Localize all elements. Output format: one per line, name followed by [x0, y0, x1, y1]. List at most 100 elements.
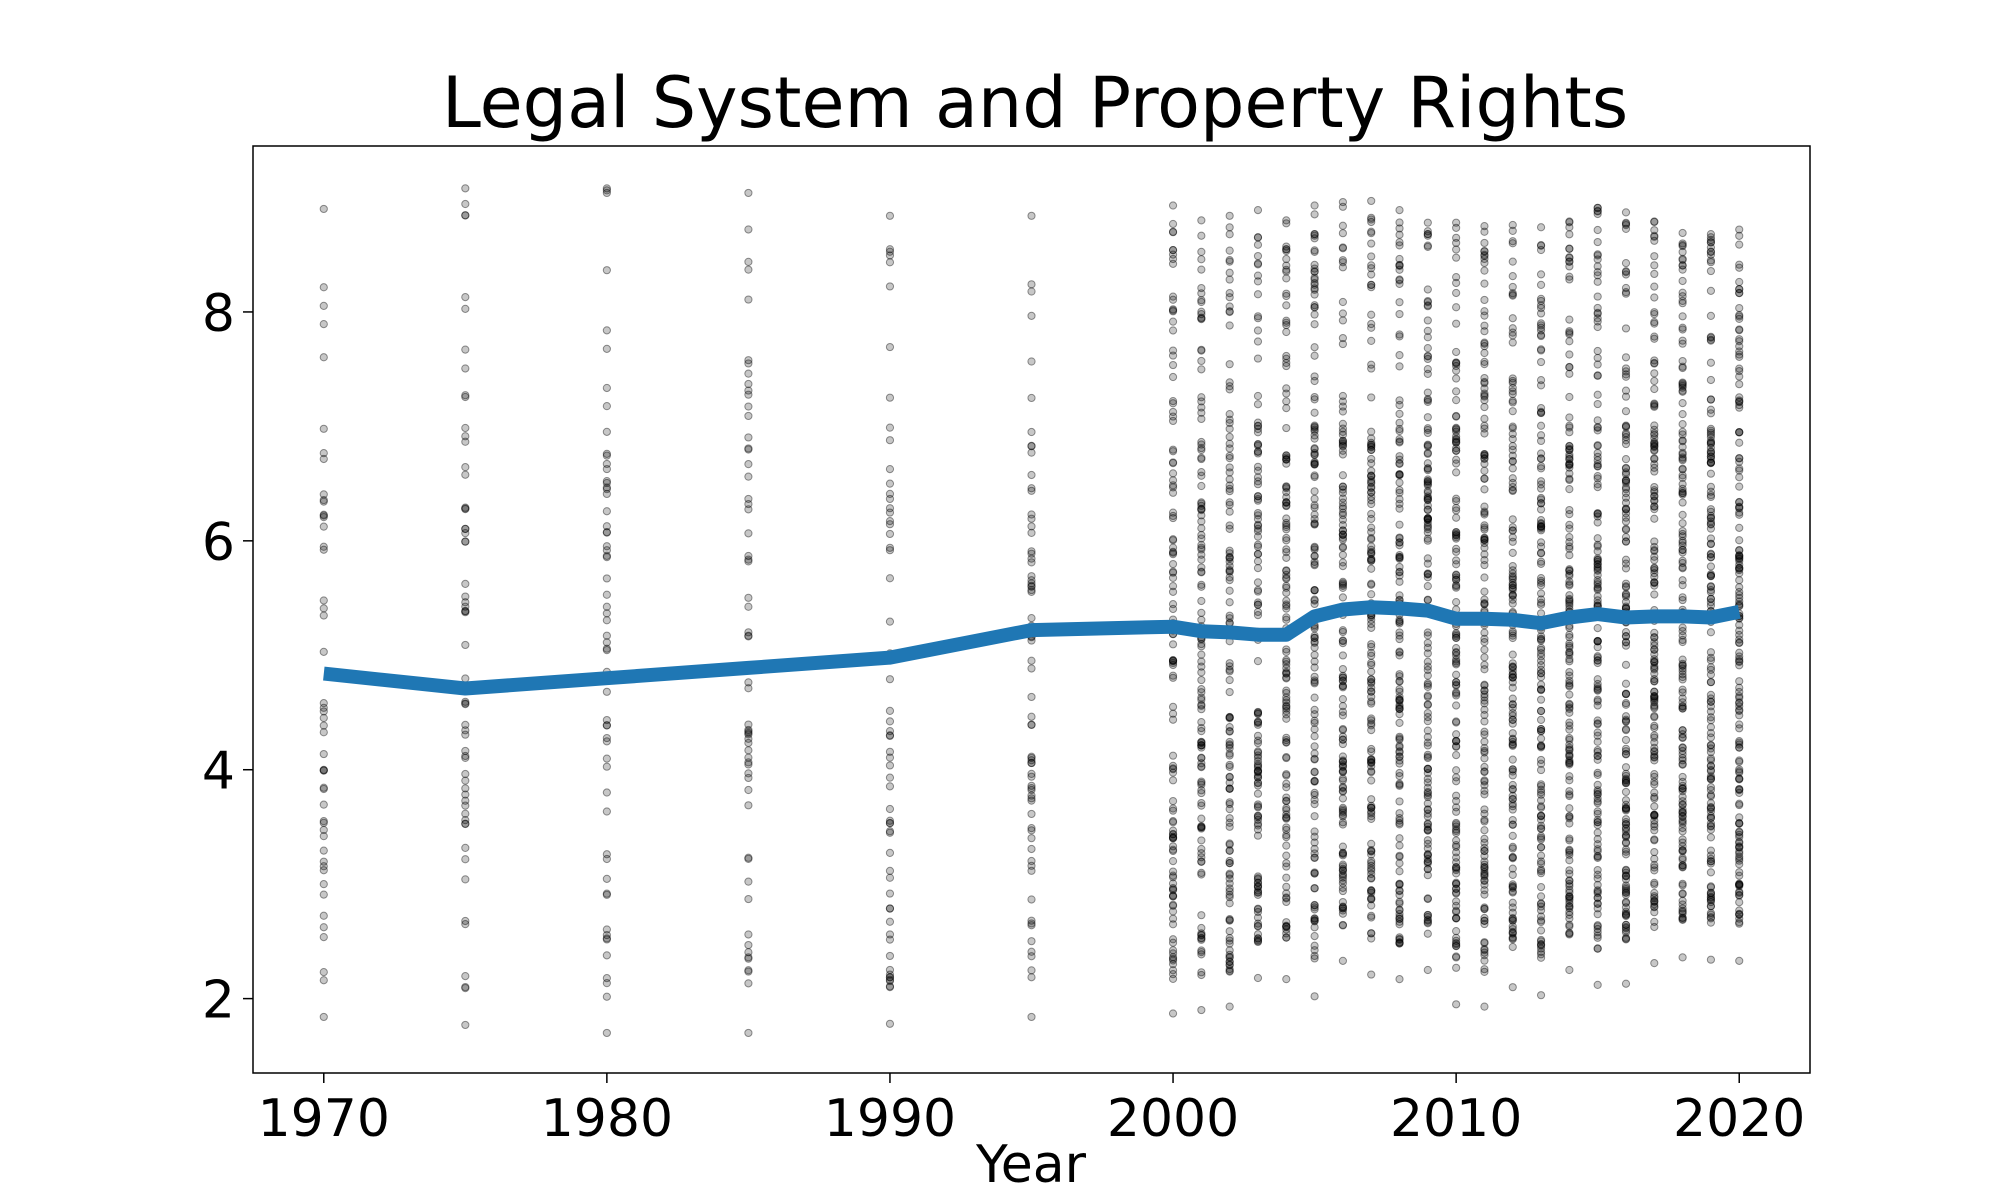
scatter-point [1452, 820, 1461, 829]
scatter-point [1423, 464, 1432, 473]
scatter-point [1621, 910, 1631, 920]
scatter-point [1395, 631, 1404, 640]
scatter-point [1536, 941, 1546, 950]
scatter-point [1367, 555, 1376, 564]
scatter-point [1395, 551, 1404, 560]
scatter-point [1536, 726, 1546, 736]
scatter-point [1621, 476, 1631, 485]
scatter-point [319, 204, 328, 214]
scatter-point [744, 894, 753, 904]
scatter-point [885, 951, 895, 961]
scatter-point [1197, 701, 1206, 710]
scatter-point [1338, 787, 1348, 796]
scatter-point [1565, 244, 1574, 253]
scatter-point [1027, 692, 1036, 702]
scatter-point [1282, 804, 1291, 813]
scatter-point [1027, 528, 1036, 537]
scatter-point [1480, 587, 1489, 596]
scatter-point [1508, 627, 1517, 636]
scatter-point [1593, 685, 1602, 694]
scatter-point [1225, 915, 1234, 924]
scatter-point [1338, 580, 1348, 589]
scatter-point [1508, 719, 1517, 728]
scatter-point [1452, 942, 1461, 951]
scatter-point [602, 788, 611, 797]
scatter-point [744, 295, 753, 304]
scatter-point [1706, 773, 1716, 783]
scatter-point [1310, 954, 1319, 963]
scatter-point [1253, 480, 1263, 489]
scatter-point [1225, 565, 1234, 575]
scatter-point [1565, 639, 1574, 648]
scatter-point [602, 344, 611, 353]
scatter-point [1678, 450, 1687, 459]
scatter-point [1310, 310, 1319, 319]
scatter-point [1508, 683, 1517, 692]
scatter-point [1593, 786, 1602, 795]
scatter-point [1423, 657, 1432, 666]
scatter-point [1423, 241, 1432, 250]
scatter-point [1593, 277, 1602, 286]
scatter-point [1253, 781, 1263, 790]
scatter-point [1536, 403, 1546, 413]
scatter-point [1565, 460, 1574, 469]
scatter-point [1593, 416, 1602, 425]
scatter-point [1536, 665, 1546, 674]
scatter-point [1678, 325, 1687, 334]
scatter-point [1508, 784, 1517, 794]
scatter-point [1310, 776, 1319, 786]
scatter-point [1225, 712, 1234, 722]
scatter-point [1423, 643, 1432, 652]
scatter-point [1282, 301, 1291, 310]
scatter-point [1565, 856, 1574, 865]
scatter-point [1508, 708, 1517, 718]
scatter-point [1621, 817, 1631, 827]
scatter-point [1678, 427, 1687, 436]
scatter-point [1565, 910, 1574, 920]
scatter-point [602, 992, 611, 1001]
scatter-point [1225, 874, 1234, 883]
scatter-point [1367, 472, 1376, 481]
scatter-point [1593, 899, 1602, 908]
scatter-point [1480, 227, 1489, 236]
scatter-point [319, 862, 328, 871]
scatter-point [1310, 869, 1319, 878]
scatter-point [1593, 346, 1602, 356]
scatter-point [1735, 683, 1744, 692]
scatter-point [1565, 791, 1574, 801]
scatter-point [1508, 289, 1517, 298]
scatter-point [1593, 921, 1602, 930]
scatter-point [1168, 806, 1178, 815]
scatter-point [1395, 768, 1404, 778]
scatter-point [1282, 581, 1291, 591]
scatter-point [1197, 517, 1206, 526]
scatter-point [1282, 704, 1291, 713]
scatter-point [602, 850, 611, 859]
scatter-point [1536, 323, 1546, 332]
scatter-point [1480, 867, 1489, 877]
scatter-point [1480, 699, 1489, 708]
scatter-point [461, 776, 470, 785]
scatter-point [1395, 851, 1404, 860]
scatter-point [1593, 686, 1602, 695]
scatter-point [1282, 925, 1291, 934]
scatter-point [1338, 577, 1348, 586]
scatter-point [1310, 710, 1319, 719]
scatter-point [1310, 460, 1319, 469]
scatter-point [1508, 780, 1517, 790]
scatter-point [1565, 700, 1574, 709]
scatter-point [1168, 658, 1178, 668]
scatter-point [1423, 826, 1432, 835]
scatter-point [1027, 937, 1036, 946]
scatter-point [1536, 632, 1546, 641]
scatter-point [1253, 511, 1263, 520]
scatter-point [1253, 718, 1263, 728]
scatter-point [1282, 738, 1291, 747]
scatter-point [1168, 959, 1178, 969]
scatter-point [744, 379, 753, 389]
scatter-point [602, 644, 611, 653]
scatter-point [1253, 520, 1263, 529]
scatter-point [1650, 628, 1659, 637]
scatter-point [1168, 476, 1178, 485]
scatter-point [1367, 623, 1376, 632]
